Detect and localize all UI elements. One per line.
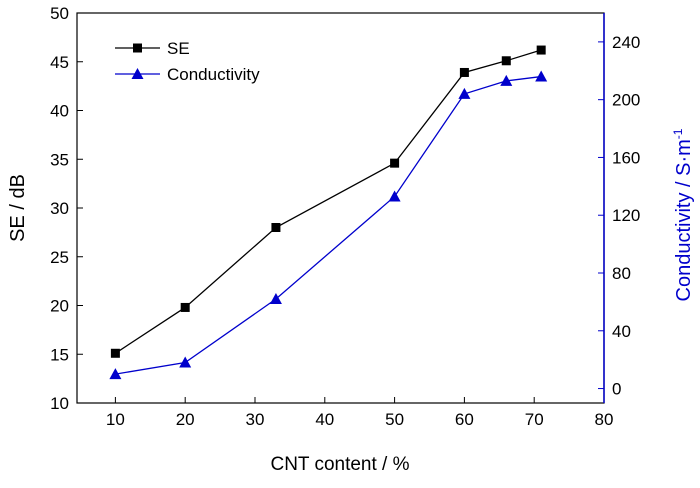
legend-label: Conductivity: [167, 65, 260, 84]
y-tick-label: 30: [50, 199, 69, 218]
x-tick-label: 40: [315, 410, 334, 429]
marker: [500, 74, 513, 86]
marker: [388, 190, 401, 202]
x-tick-label: 60: [455, 410, 474, 429]
marker: [501, 56, 511, 66]
marker: [131, 68, 144, 79]
y2-tick-label: 200: [612, 91, 640, 110]
y2-axis-label-text: Conductivity / S·m: [673, 139, 695, 301]
marker: [133, 43, 142, 53]
y2-axis-label: Conductivity / S·m-1: [671, 128, 695, 301]
marker: [458, 87, 471, 99]
marker: [390, 158, 400, 168]
marker: [180, 302, 190, 312]
x-tick-label: 80: [595, 410, 614, 429]
y-tick-label: 25: [50, 248, 69, 267]
y-axis-label: SE / dB: [7, 174, 29, 242]
y2-tick-label: 40: [612, 322, 631, 341]
x-tick-label: 20: [176, 410, 195, 429]
marker: [535, 70, 548, 82]
marker: [179, 356, 192, 368]
series-line: [115, 75, 542, 375]
y-tick-label: 45: [50, 53, 69, 72]
marker: [269, 293, 282, 304]
x-tick-label: 50: [385, 410, 404, 429]
y-tick-label: 35: [50, 150, 69, 169]
marker: [459, 67, 469, 77]
series-line: [115, 49, 542, 354]
y2-tick-label: 80: [612, 264, 631, 283]
legend-label: SE: [167, 39, 190, 58]
x-axis-label: CNT content / %: [270, 454, 409, 475]
y-tick-label: 15: [50, 345, 69, 364]
y-tick-label: 20: [50, 297, 69, 316]
y-tick-label: 40: [50, 102, 69, 121]
y2-tick-label: 240: [612, 33, 640, 52]
x-tick-label: 30: [246, 410, 265, 429]
marker: [271, 223, 281, 232]
plot-frame: [76, 12, 605, 404]
y-tick-label: 50: [50, 4, 69, 23]
marker: [110, 348, 120, 358]
y2-tick-label: 160: [612, 148, 640, 167]
y2-tick-label: 0: [612, 380, 621, 399]
x-tick-label: 70: [525, 410, 544, 429]
x-tick-label: 10: [106, 410, 125, 429]
marker: [536, 45, 546, 55]
y2-axis-label-sup: -1: [671, 128, 685, 139]
y2-tick-label: 120: [612, 206, 640, 225]
y-tick-label: 10: [50, 394, 69, 413]
marker: [109, 368, 122, 380]
